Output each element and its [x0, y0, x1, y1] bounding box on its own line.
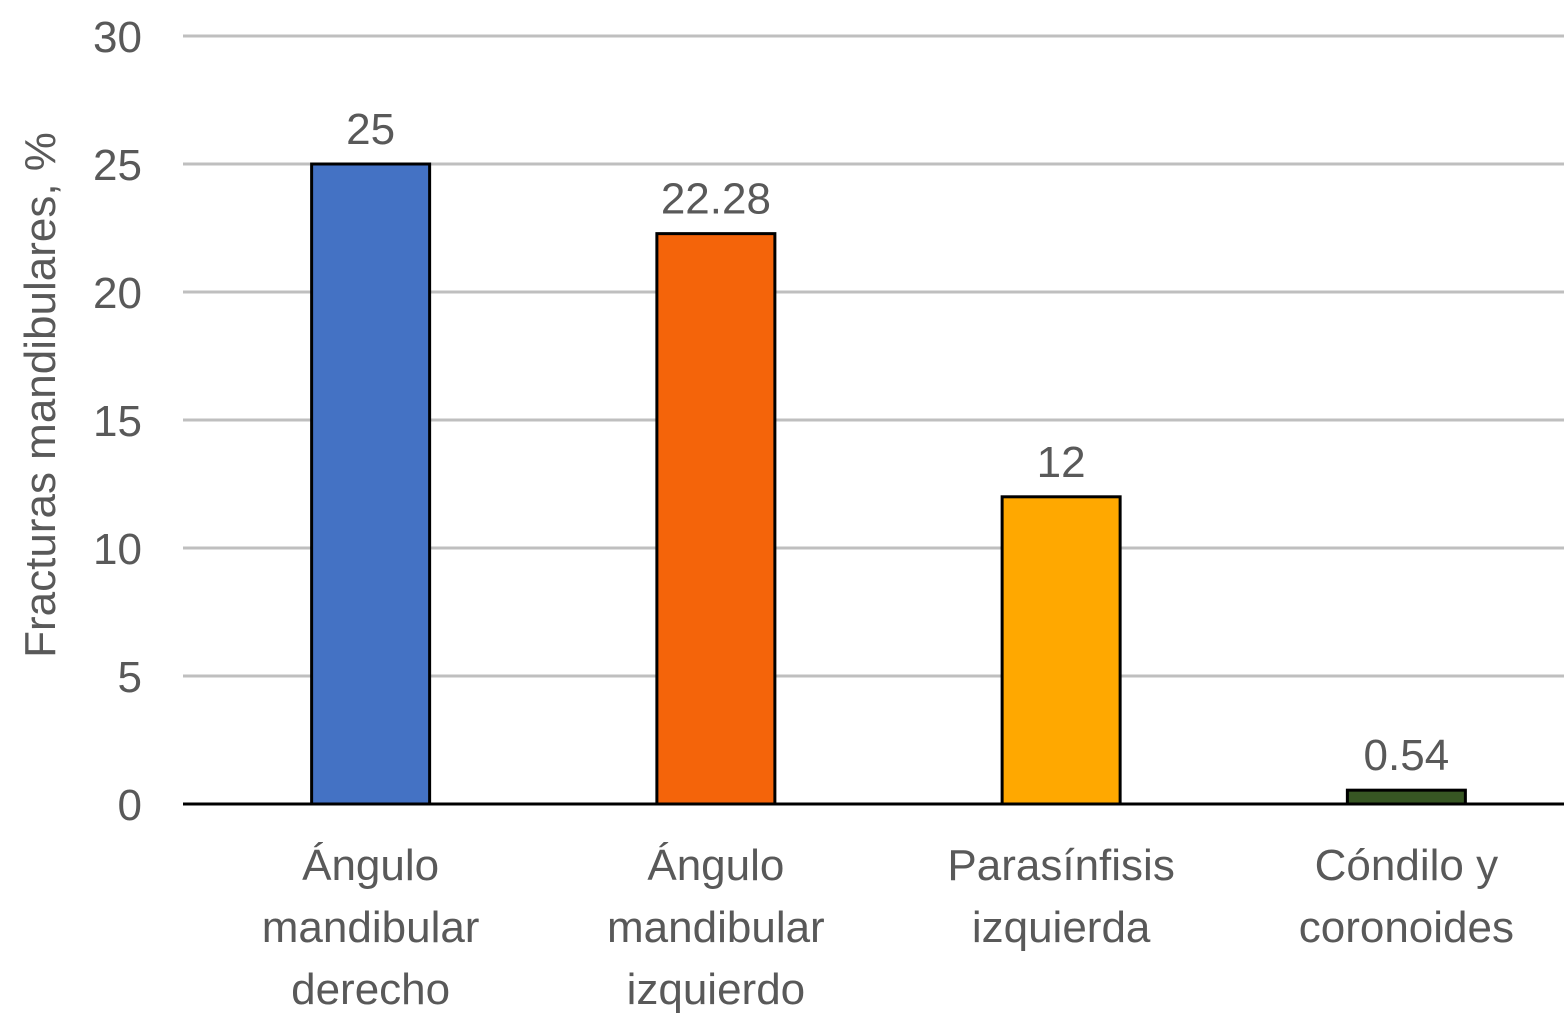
x-tick-label: mandibular [262, 903, 480, 952]
y-tick-label: 20 [93, 269, 142, 318]
data-label: 25 [346, 105, 395, 154]
data-label: 22.28 [661, 175, 771, 224]
x-tick-label: Ángulo [302, 841, 439, 890]
x-tick-label: Cóndilo y [1315, 841, 1498, 890]
x-tick-label: Ángulo [647, 841, 784, 890]
x-tick-label: Parasínfisis [947, 841, 1174, 890]
x-tick-label: derecho [291, 965, 450, 1014]
bar [655, 232, 777, 806]
x-tick-label: coronoides [1299, 903, 1514, 952]
bar [310, 162, 432, 806]
x-tick-label: izquierdo [627, 965, 806, 1014]
data-label: 12 [1037, 438, 1086, 487]
x-tick-label: mandibular [607, 903, 825, 952]
bar [1345, 788, 1467, 806]
bar [1000, 495, 1122, 806]
x-tick-label: izquierda [972, 903, 1151, 952]
y-tick-label: 30 [93, 13, 142, 62]
y-tick-label: 25 [93, 141, 142, 190]
y-tick-label: 5 [118, 653, 142, 702]
y-tick-label: 0 [118, 781, 142, 830]
y-axis-label: Fracturas mandibulares, % [16, 132, 65, 658]
data-label: 0.54 [1364, 731, 1450, 780]
y-tick-label: 10 [93, 525, 142, 574]
y-tick-label: 15 [93, 397, 142, 446]
